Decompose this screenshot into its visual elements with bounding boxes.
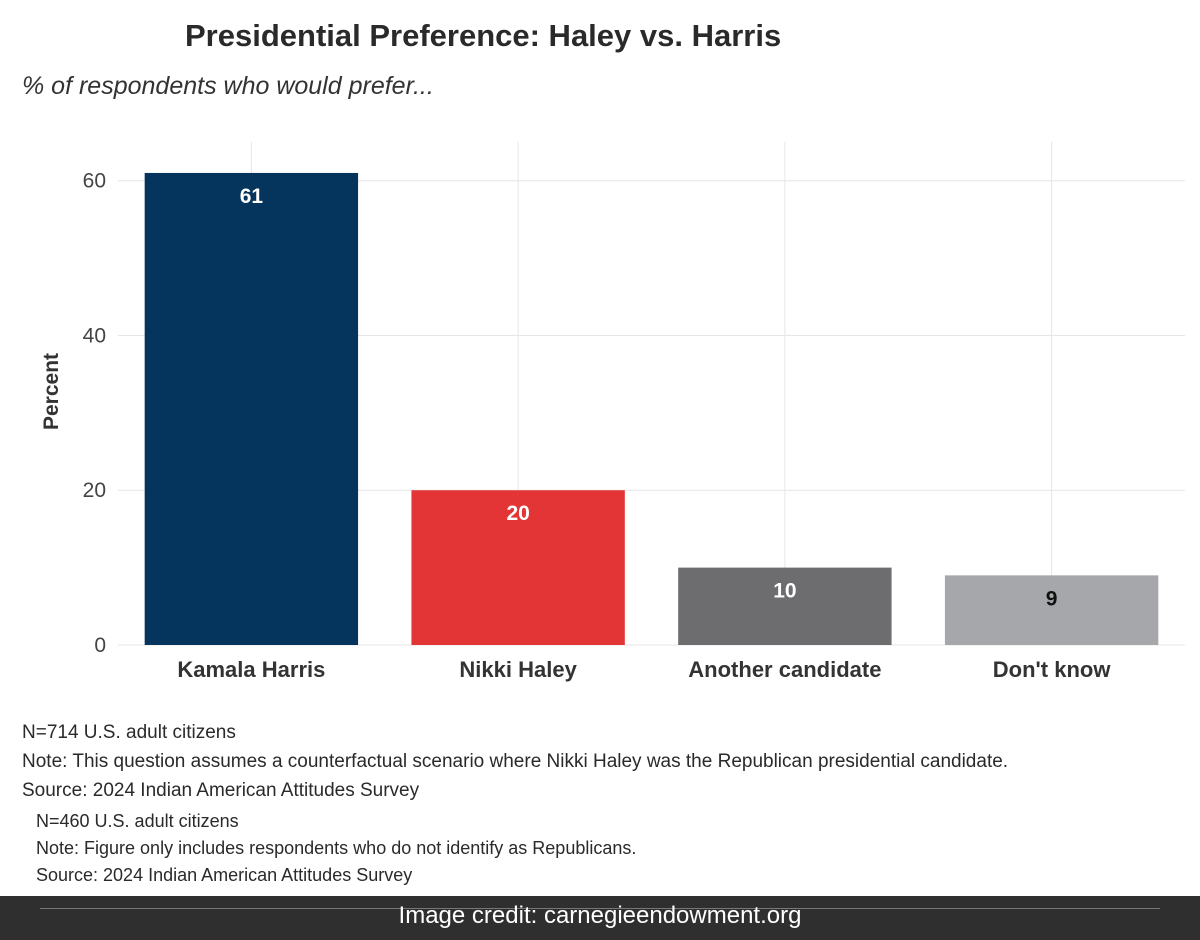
image-credit-bar: Image credit: carnegieendowment.org <box>0 896 1200 940</box>
scenario-note: Note: This question assumes a counterfac… <box>22 751 1009 772</box>
data-label: 61 <box>240 185 264 208</box>
chart-notes-secondary: N=460 U.S. adult citizens Note: Figure o… <box>36 808 1186 889</box>
x-tick-label: Don't know <box>993 657 1112 682</box>
data-label: 10 <box>773 580 796 603</box>
image-credit-text: Image credit: carnegieendowment.org <box>398 902 802 929</box>
x-tick-label: Another candidate <box>688 657 881 682</box>
bar-chart: 0 20 40 60 Percent 61 Kamala Harris 20 Nikki Hal… <box>40 142 1185 682</box>
data-label: 20 <box>506 502 529 525</box>
sample-size-note-secondary: N=460 U.S. adult citizens <box>36 811 239 831</box>
chart-subtitle: % of respondents who would prefer... <box>22 72 434 100</box>
y-tick-label: 60 <box>83 170 106 193</box>
bar <box>411 490 625 645</box>
source-note-secondary: Source: 2024 Indian American Attitudes S… <box>36 865 413 885</box>
footer-divider <box>40 908 1160 909</box>
x-tick-label: Nikki Haley <box>459 657 577 682</box>
data-label: 9 <box>1046 587 1058 610</box>
source-note: Source: 2024 Indian American Attitudes S… <box>22 780 420 801</box>
bar <box>144 172 359 645</box>
bar <box>944 575 1159 645</box>
y-tick-label: 40 <box>83 324 106 347</box>
y-tick-label: 20 <box>83 479 106 502</box>
respondents-note-secondary: Note: Figure only includes respondents w… <box>36 838 637 858</box>
x-tick-label: Kamala Harris <box>177 657 325 682</box>
bar <box>678 567 892 645</box>
sample-size-note: N=714 U.S. adult citizens <box>22 722 236 743</box>
y-axis-label: Percent <box>40 353 63 430</box>
chart-title: Presidential Preference: Haley vs. Harri… <box>185 18 782 53</box>
y-tick-label: 0 <box>94 634 106 657</box>
chart-notes: N=714 U.S. adult citizens Note: This que… <box>22 718 1192 805</box>
